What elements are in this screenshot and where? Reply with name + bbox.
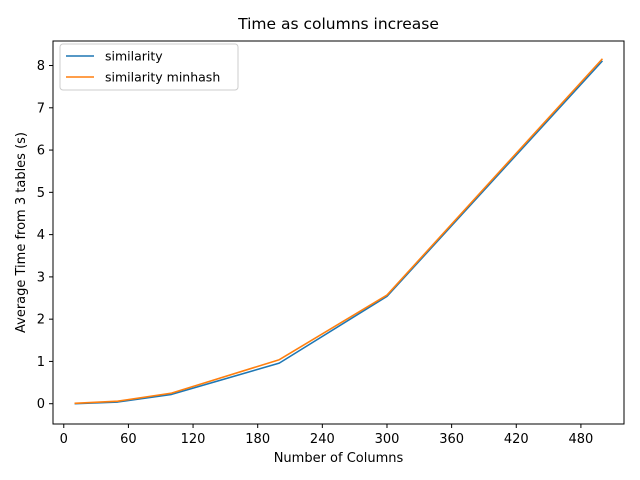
series-line-2 [74, 58, 604, 405]
legend-label-2: similarity minhash [105, 70, 220, 85]
y-tick-label: 1 [37, 355, 45, 370]
chart-title: Time as columns increase [237, 15, 439, 33]
x-tick-label: 420 [504, 432, 529, 447]
y-tick-label: 3 [37, 270, 45, 285]
x-tick-label: 360 [439, 432, 464, 447]
y-tick-label: 6 [37, 144, 45, 159]
y-tick-label: 5 [37, 186, 45, 201]
x-tick-label: 300 [375, 432, 400, 447]
legend-frame [59, 43, 239, 91]
plot-frame [52, 40, 625, 425]
legend: similarity similarity minhash [59, 43, 239, 91]
y-tick-label: 2 [37, 313, 45, 328]
x-tick-label: 240 [310, 432, 335, 447]
y-axis-label: Average Time from 3 tables (s) [14, 132, 29, 333]
y-tick-label: 4 [37, 228, 45, 243]
x-tick-label: 120 [181, 432, 206, 447]
y-axis: 0 1 2 3 4 5 6 7 8 [37, 59, 53, 412]
x-tick-label: 0 [60, 432, 68, 447]
series-line-1 [74, 60, 604, 405]
x-axis-label: Number of Columns [274, 451, 404, 466]
legend-label-1: similarity [105, 49, 163, 64]
x-tick-label: 60 [120, 432, 137, 447]
x-tick-label: 480 [568, 432, 593, 447]
x-tick-label: 180 [245, 432, 270, 447]
x-axis: 0 60 120 180 240 300 360 420 480 [60, 424, 593, 447]
y-tick-label: 7 [37, 101, 45, 116]
y-tick-label: 8 [37, 59, 45, 74]
plot-area [74, 58, 604, 405]
y-tick-label: 0 [37, 397, 45, 412]
